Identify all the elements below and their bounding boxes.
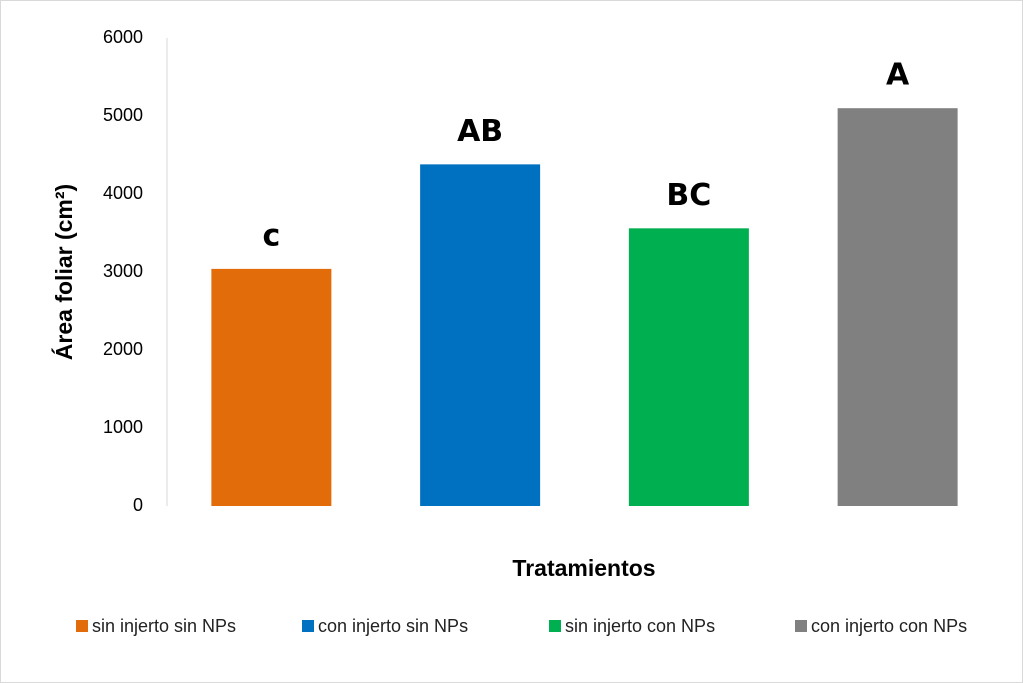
y-tick-label: 0 — [133, 495, 143, 515]
y-tick-label: 1000 — [103, 417, 143, 437]
y-tick-label: 6000 — [103, 27, 143, 47]
x-axis-title: Tratamientos — [512, 555, 655, 581]
bar — [837, 108, 958, 506]
y-tick-label: 2000 — [103, 339, 143, 359]
legend-swatch — [549, 620, 561, 632]
significance-letter: A — [886, 58, 910, 93]
significance-letter: c — [262, 218, 280, 253]
legend-label: sin injerto con NPs — [565, 616, 715, 636]
y-tick-label: 3000 — [103, 261, 143, 281]
significance-letter: AB — [457, 114, 503, 149]
legend-label: con injerto con NPs — [811, 616, 967, 636]
significance-letter: BC — [666, 178, 711, 213]
y-tick-label: 5000 — [103, 105, 143, 125]
legend-swatch — [76, 620, 88, 632]
legend-label: sin injerto sin NPs — [92, 616, 236, 636]
bar — [420, 164, 541, 507]
y-tick-label: 4000 — [103, 183, 143, 203]
bar — [211, 268, 332, 506]
bar — [628, 228, 749, 506]
legend-swatch — [795, 620, 807, 632]
legend-swatch — [302, 620, 314, 632]
legend-label: con injerto sin NPs — [318, 616, 468, 636]
y-axis-title: Área foliar (cm²) — [50, 184, 77, 360]
